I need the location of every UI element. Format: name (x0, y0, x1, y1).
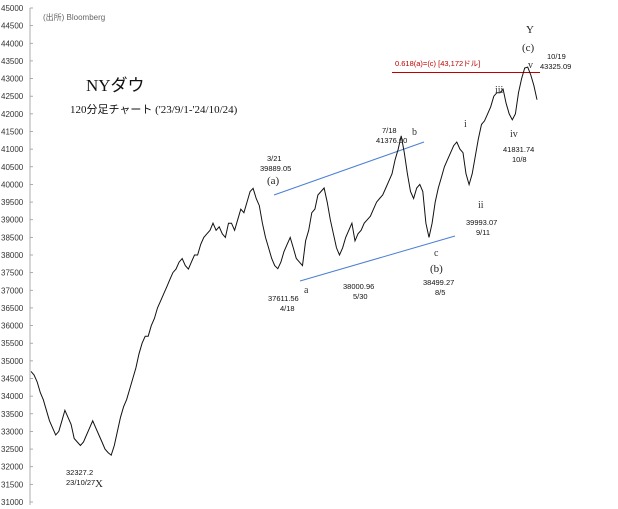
y-tick-label: 32000 (1, 463, 24, 472)
y-tick-label: 40000 (1, 180, 24, 189)
channel-upper-line (273, 141, 425, 196)
chart-subtitle: 120分足チャート ('23/9/1-'24/10/24) (70, 103, 238, 116)
y-tick-label: 31000 (1, 498, 24, 507)
wave-b-label: b (412, 127, 417, 138)
wave-a-label: a (304, 285, 309, 296)
y-tick-label: 34500 (1, 375, 24, 384)
y-tick-label: 38500 (1, 233, 24, 242)
y-tick-label: 42000 (1, 110, 24, 119)
y-tick-label: 45000 (1, 4, 24, 13)
c-low-value: 38499.27 (423, 278, 454, 287)
a-low-date: 4/18 (280, 304, 295, 313)
wave-ii-label: ii (478, 200, 484, 211)
chart-title: NYダウ (86, 76, 145, 95)
ii-low-date: 9/11 (476, 228, 490, 237)
source-label: (出所) Bloomberg (43, 12, 105, 22)
y-tick-label: 41000 (1, 145, 24, 154)
y-tick-label: 40500 (1, 163, 24, 172)
iv-low-value: 41831.74 (503, 145, 534, 154)
wave-iv-label: iv (510, 129, 518, 140)
y-tick-label: 35000 (1, 357, 24, 366)
y-tick-label: 44000 (1, 39, 24, 48)
a-top-value: 39889.05 (260, 164, 291, 173)
wave-c-label: c (434, 248, 439, 259)
wave-a-paren-label: (a) (267, 175, 280, 187)
wave-c-paren-label: (c) (522, 42, 535, 54)
wave-b-paren-label: (b) (430, 263, 443, 275)
a-top-date: 3/21 (267, 154, 282, 163)
y-top-value: 43325.09 (540, 62, 571, 71)
wave-x-label: X (95, 478, 103, 490)
b-low-date: 5/30 (353, 292, 368, 301)
x-low-date: 23/10/27 (66, 478, 95, 487)
y-tick-label: 34000 (1, 392, 24, 401)
y-tick-label: 44500 (1, 22, 24, 31)
y-tick-label: 43500 (1, 57, 24, 66)
wave-i-label: i (464, 119, 467, 130)
y-tick-label: 42500 (1, 92, 24, 101)
wave-v-label: v (528, 60, 533, 71)
price-series-line (30, 66, 538, 457)
channel-lower-line (299, 235, 456, 282)
y-tick-label: 37000 (1, 286, 24, 295)
wave-y-label: Y (526, 24, 534, 36)
y-tick-label: 39000 (1, 216, 24, 225)
y-tick-label: 32500 (1, 445, 24, 454)
y-tick-label: 39500 (1, 198, 24, 207)
y-tick-label: 37500 (1, 269, 24, 278)
x-low-value: 32327.2 (66, 468, 93, 477)
wave-iii-label: iii (495, 85, 504, 96)
b-top-value: 41376.00 (376, 136, 407, 145)
b-low-value: 38000.96 (343, 282, 374, 291)
a-low-value: 37611.56 (268, 294, 299, 303)
c-low-date: 8/5 (435, 288, 445, 297)
b-top-date: 7/18 (382, 126, 397, 135)
iv-low-date: 10/8 (512, 155, 527, 164)
y-tick-label: 31500 (1, 480, 24, 489)
ii-low-value: 39993.07 (466, 218, 497, 227)
fib-target-label: 0.618(a)=(c) [43,172ドル] (395, 59, 480, 68)
y-top-date: 10/19 (547, 52, 566, 61)
y-tick-label: 36500 (1, 304, 24, 313)
y-tick-label: 43000 (1, 75, 24, 84)
y-tick-label: 35500 (1, 339, 24, 348)
y-tick-label: 36000 (1, 322, 24, 331)
y-tick-label: 33000 (1, 427, 24, 436)
y-tick-label: 41500 (1, 128, 24, 137)
y-axis-ticks: 31000 31500 32000 32500 33000 33500 34000 34500… (1, 4, 33, 507)
y-tick-label: 33500 (1, 410, 24, 419)
y-tick-label: 38000 (1, 251, 24, 260)
